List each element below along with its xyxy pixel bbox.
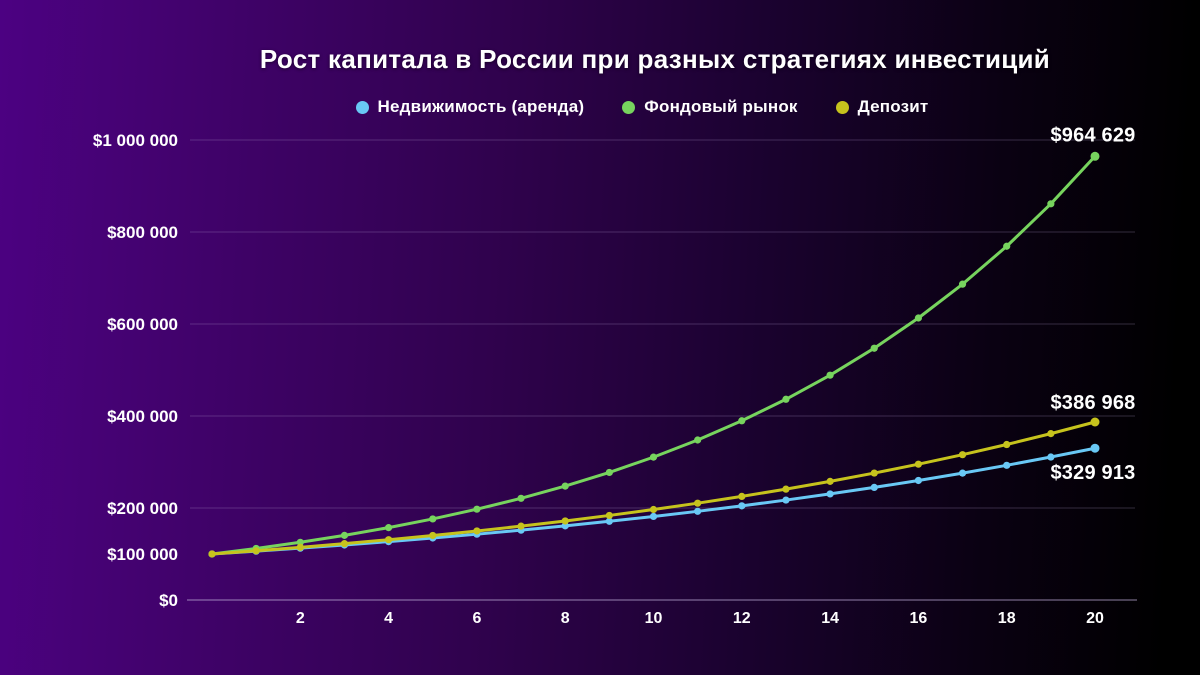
data-point-deposit-year-11	[694, 499, 702, 507]
data-point-real-estate-rent-year-18	[1003, 461, 1011, 469]
data-point-deposit-year-4	[385, 536, 393, 544]
legend-dot-stock-market-icon	[622, 100, 636, 114]
data-point-deposit-year-15	[870, 469, 878, 477]
x-tick-label-7: 16	[910, 610, 928, 627]
data-point-stock-market-year-6	[473, 505, 481, 513]
data-point-real-estate-rent-year-13	[782, 496, 790, 504]
data-point-stock-market-year-17	[958, 280, 967, 288]
legend-dot-real-estate-icon	[355, 100, 369, 114]
data-point-stock-market-year-16	[914, 314, 923, 322]
legend-item-deposit: Депозит	[835, 97, 929, 117]
data-point-deposit-year-9	[605, 511, 613, 520]
y-tick-label-2: $600 000	[107, 315, 178, 334]
data-point-deposit-year-16	[914, 460, 923, 468]
data-point-deposit-year-12	[738, 492, 746, 500]
legend-item-stock-market: Фондовый рынок	[622, 97, 797, 117]
data-point-stock-market-year-12	[738, 417, 746, 425]
data-point-real-estate-rent-year-11	[694, 507, 702, 515]
y-tick-label-6: $0	[159, 591, 178, 610]
chart-legend: Недвижимость (аренда) Фондовый рынок Деп…	[84, 97, 1200, 117]
legend-dot-deposit-icon	[835, 100, 849, 114]
x-tick-label-3: 8	[561, 610, 570, 627]
data-point-stock-market-year-15	[870, 344, 878, 352]
series-line-stock-market	[210, 154, 1097, 556]
data-point-stock-market-year-3	[340, 531, 349, 539]
data-point-real-estate-rent-year-9	[605, 517, 613, 525]
data-point-real-estate-rent-year-14	[826, 490, 834, 498]
data-point-stock-market-year-18	[1003, 242, 1011, 250]
data-point-stock-market-year-14	[826, 371, 834, 379]
data-point-deposit-year-3	[340, 540, 349, 548]
y-tick-label-5: $100 000	[107, 545, 178, 564]
data-point-real-estate-rent-year-20	[1090, 443, 1100, 453]
x-tick-label-6: 14	[821, 610, 839, 627]
y-tick-label-1: $800 000	[107, 223, 178, 242]
data-point-deposit-year-5	[429, 531, 437, 540]
x-tick-label-4: 10	[645, 610, 663, 627]
data-point-deposit-year-6	[473, 527, 481, 535]
x-tick-label-9: 20	[1086, 610, 1104, 627]
data-point-real-estate-rent-year-10	[649, 512, 658, 521]
data-point-real-estate-rent-year-16	[914, 476, 923, 485]
series-points-deposit	[208, 417, 1100, 558]
data-point-stock-market-year-20	[1090, 151, 1100, 161]
series-points-real-estate-rent	[208, 443, 1100, 558]
data-point-real-estate-rent-year-12	[738, 502, 746, 510]
x-tick-label-0: 2	[296, 610, 305, 627]
data-point-deposit-year-1	[252, 547, 260, 555]
data-point-deposit-year-18	[1003, 440, 1011, 449]
data-point-deposit-year-14	[826, 477, 834, 485]
legend-label-stock-market: Фондовый рынок	[644, 97, 798, 116]
end-value-label-real-estate-rent: $329 913	[1050, 462, 1135, 484]
x-tick-label-2: 6	[472, 610, 481, 627]
y-tick-label-3: $400 000	[107, 407, 178, 426]
data-point-deposit-year-19	[1047, 430, 1055, 438]
y-tick-label-0: $1 000 000	[93, 131, 178, 150]
data-point-stock-market-year-10	[649, 453, 658, 461]
data-point-stock-market-year-7	[517, 494, 525, 502]
data-point-real-estate-rent-year-19	[1047, 453, 1055, 461]
end-value-label-stock-market: $964 629	[1050, 124, 1135, 146]
data-point-deposit-year-2	[296, 543, 304, 551]
legend-item-real-estate: Недвижимость (аренда)	[355, 97, 585, 117]
data-point-stock-market-year-2	[296, 538, 304, 546]
series-points-stock-market	[208, 151, 1100, 558]
data-point-stock-market-year-19	[1047, 200, 1055, 208]
x-tick-label-5: 12	[733, 610, 751, 627]
x-tick-label-8: 18	[998, 610, 1016, 627]
data-point-stock-market-year-9	[605, 468, 613, 477]
data-point-stock-market-year-13	[782, 395, 790, 403]
data-point-real-estate-rent-year-17	[958, 469, 967, 477]
data-point-deposit-year-20	[1090, 417, 1100, 427]
legend-label-real-estate: Недвижимость (аренда)	[377, 97, 585, 116]
data-point-deposit-year-13	[782, 485, 790, 493]
y-tick-label-4: $200 000	[107, 499, 178, 518]
data-point-deposit-year-7	[517, 522, 525, 530]
data-point-deposit-year-10	[649, 505, 658, 514]
data-point-stock-market-year-8	[561, 482, 569, 490]
data-point-deposit-year-0	[208, 550, 216, 558]
end-value-label-deposit: $386 968	[1050, 392, 1135, 414]
x-tick-label-1: 4	[384, 610, 393, 627]
data-point-stock-market-year-4	[385, 524, 393, 532]
data-point-deposit-year-17	[958, 451, 967, 459]
data-point-deposit-year-8	[561, 517, 569, 525]
data-point-stock-market-year-11	[694, 436, 702, 444]
legend-label-deposit: Депозит	[857, 97, 929, 116]
page-title: Рост капитала в России при разных страте…	[259, 44, 1051, 74]
data-point-stock-market-year-5	[429, 515, 437, 523]
data-point-real-estate-rent-year-15	[870, 483, 878, 491]
